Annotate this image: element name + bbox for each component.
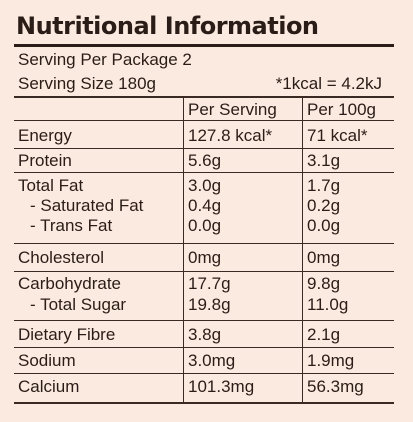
column-divider [302,97,303,403]
per-serving-value: 0.0g [188,216,222,235]
column-header-per-100g: Per 100g [307,100,376,119]
nutrient-label: Protein [18,151,72,170]
per-serving-value: 5.6g [188,151,222,170]
per-100g-value: 11.0g [307,295,349,314]
per-serving-value: 127.8 kcal* [188,126,273,145]
nutrient-label: Sodium [18,351,76,370]
per-100g-value: 71 kcal* [307,126,368,145]
per-100g-value: 9.8g [307,274,341,293]
table-divider [14,172,394,173]
per-serving-value: 19.8g [188,295,231,314]
table-divider [14,271,394,272]
per-serving-value: 17.7g [188,274,231,293]
per-serving-value: 3.0g [188,176,222,195]
table-bottom-border [14,402,394,404]
per-100g-value: 1.7g [307,176,341,195]
per-100g-value: 0.0g [307,216,341,235]
per-100g-value: 0mg [307,248,341,267]
header-divider [14,96,394,98]
table-divider [14,373,394,374]
nutrient-label: Energy [18,126,72,145]
table-divider [14,320,394,321]
serving-per-package: Serving Per Package 2 [18,50,192,69]
per-100g-value: 1.9mg [307,351,355,370]
column-divider [183,97,184,403]
nutrient-label: Total Fat [18,176,84,195]
nutrient-sublabel: - Trans Fat [30,216,113,235]
nutrient-sublabel: - Saturated Fat [30,196,144,215]
table-divider [14,120,394,121]
nutrient-label: Carbohydrate [18,274,122,293]
table-divider [14,148,394,149]
nutrient-label: Cholesterol [18,248,104,267]
table-divider [14,243,394,244]
per-100g-value: 3.1g [307,151,341,170]
per-100g-value: 0.2g [307,196,341,215]
per-serving-value: 0mg [188,248,222,267]
title-divider [14,44,394,47]
kcal-note: *1kcal = 4.2kJ [275,74,382,93]
per-serving-value: 101.3mg [188,377,255,396]
per-serving-value: 0.4g [188,196,222,215]
per-100g-value: 2.1g [307,325,341,344]
column-header-per-serving: Per Serving [188,100,277,119]
table-divider [14,347,394,348]
per-serving-value: 3.0mg [188,351,236,370]
serving-size: Serving Size 180g [18,74,156,93]
nutrient-sublabel: - Total Sugar [30,295,127,314]
per-serving-value: 3.8g [188,325,222,344]
page-title: Nutritional Information [16,12,319,40]
per-100g-value: 56.3mg [307,377,364,396]
nutrient-label: Calcium [18,377,80,396]
nutrient-label: Dietary Fibre [18,325,116,344]
